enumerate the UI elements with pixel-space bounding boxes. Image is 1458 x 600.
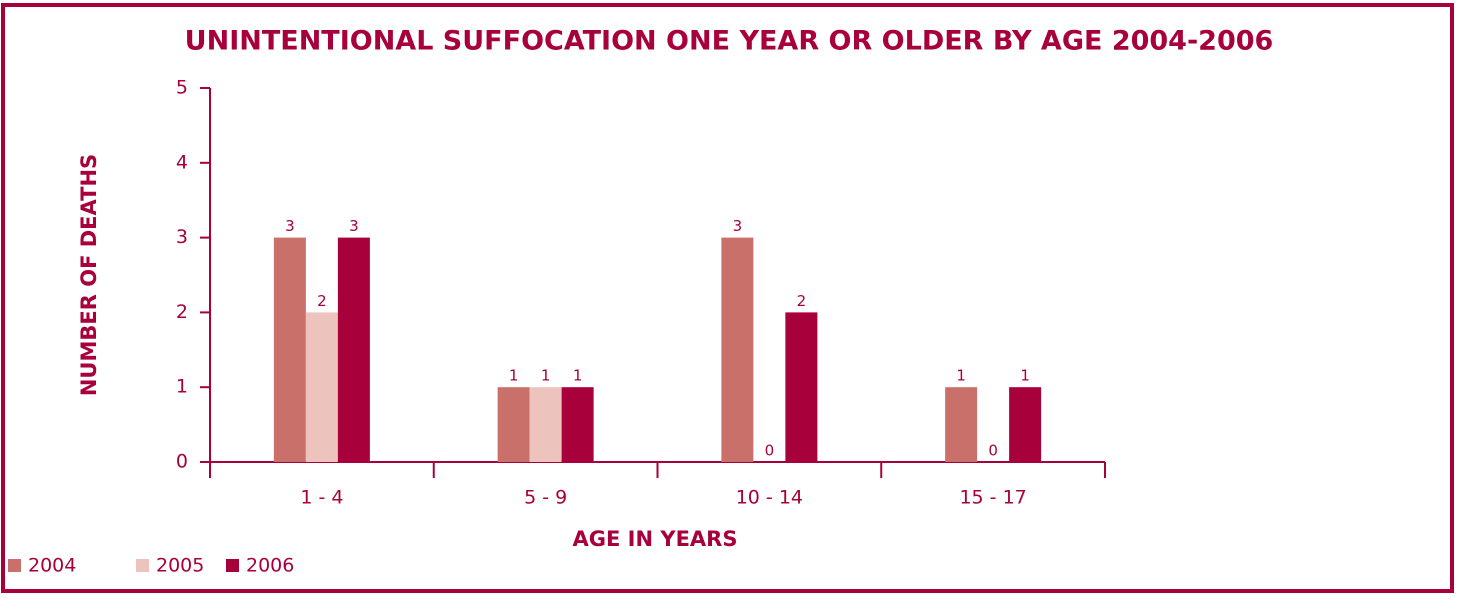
value-label: 1 [541, 367, 551, 385]
legend-label: 2005 [156, 555, 204, 577]
bar [561, 387, 594, 462]
value-label: 1 [956, 367, 966, 385]
legend-swatch [226, 559, 239, 572]
bar [273, 237, 306, 462]
legend-label: 2004 [28, 555, 76, 577]
bar [945, 387, 978, 462]
y-tick-label: 1 [176, 376, 188, 398]
bar [721, 237, 754, 462]
value-label: 2 [317, 292, 327, 310]
chart-title: UNINTENTIONAL SUFFOCATION ONE YEAR OR OL… [185, 26, 1274, 57]
legend-swatch [8, 559, 21, 572]
frame [1, 3, 1454, 593]
y-tick-label: 5 [176, 77, 188, 99]
value-label: 0 [988, 442, 998, 460]
bar [305, 312, 338, 462]
bar [785, 312, 818, 462]
y-tick-label: 2 [176, 301, 188, 323]
x-axis-label: AGE IN YEARS [573, 527, 738, 551]
value-label: 3 [733, 217, 743, 235]
value-label: 2 [797, 292, 807, 310]
value-label: 3 [285, 217, 295, 235]
value-label: 1 [573, 367, 583, 385]
bar [529, 387, 562, 462]
y-tick-label: 3 [176, 226, 188, 248]
value-label: 1 [509, 367, 519, 385]
value-label: 0 [765, 442, 775, 460]
value-label: 3 [349, 217, 359, 235]
y-axis-label: NUMBER OF DEATHS [77, 154, 101, 396]
y-tick-label: 0 [176, 451, 188, 473]
legend-label: 2006 [246, 555, 294, 577]
value-label: 1 [1020, 367, 1030, 385]
x-tick-label: 5 - 9 [524, 487, 567, 509]
bar [497, 387, 530, 462]
legend-swatch [136, 559, 149, 572]
x-tick-label: 15 - 17 [959, 487, 1026, 509]
bar [1009, 387, 1042, 462]
x-tick-label: 10 - 14 [736, 487, 803, 509]
y-tick-label: 4 [176, 151, 188, 173]
bar [337, 237, 370, 462]
x-tick-label: 1 - 4 [300, 487, 343, 509]
